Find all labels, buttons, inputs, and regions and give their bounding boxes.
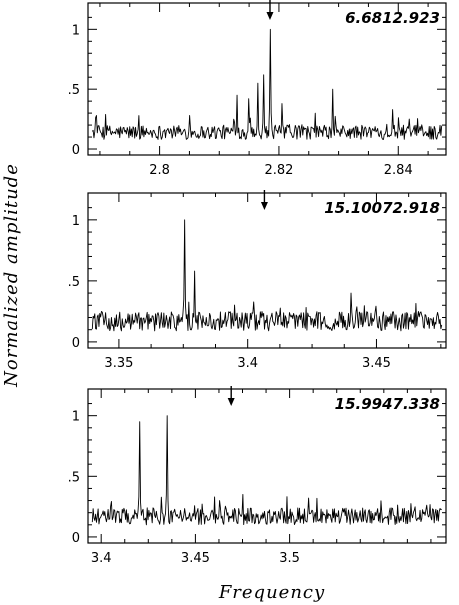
panel-1: 2.8 2.82 2.84 0 .5 1 6.6812.923: [68, 0, 447, 178]
spectrum-series: [91, 219, 443, 332]
y-tick-label: 1: [72, 214, 80, 229]
x-tick-label: 3.4: [237, 356, 258, 371]
plot-frame: [87, 388, 447, 544]
y-tick-label: .5: [68, 275, 80, 290]
y-axis-title: Normalized amplitude: [1, 163, 22, 388]
x-tick-label: 3.4: [91, 551, 112, 566]
plot-frame: [87, 192, 447, 349]
y-tick-label: .5: [68, 470, 80, 485]
y-tick-label: .5: [68, 83, 80, 98]
x-tick-label: 3.45: [181, 551, 210, 566]
y-tick-label: 0: [72, 336, 80, 351]
y-tick-label: 1: [72, 410, 80, 425]
panel-3: 3.4 3.45 3.5 0 .5 1 15.9947.338: [68, 386, 447, 566]
frequency-arrow-head: [266, 12, 274, 20]
x-tick-label: 3.5: [279, 551, 300, 566]
y-tick-label: 1: [72, 23, 80, 38]
panel-title: 6.6812.923: [345, 9, 440, 27]
frequency-arrow-head: [260, 202, 268, 210]
panel-2: 3.35 3.4 3.45 0 .5 1 15.10072.918: [68, 190, 447, 371]
panel-title: 15.9947.338: [335, 395, 440, 413]
y-tick-label: 0: [72, 531, 80, 546]
spectrum-series: [91, 28, 443, 140]
frequency-arrow-head: [227, 398, 235, 406]
x-tick-label: 3.45: [362, 356, 391, 371]
plot-frame: [87, 2, 447, 156]
x-axis-title: Frequency: [218, 582, 325, 603]
panels: 2.8 2.82 2.84 0 .5 1 6.6812.923 3.35 3.4 3.45 0 .5 1…: [68, 0, 447, 566]
x-tick-label: 2.8: [149, 163, 170, 178]
panel-title: 15.10072.918: [324, 199, 440, 217]
y-tick-label: 0: [72, 143, 80, 158]
x-tick-label: 3.35: [104, 356, 133, 371]
spectrum-series: [91, 415, 442, 526]
x-tick-label: 2.82: [264, 163, 293, 178]
x-tick-label: 2.84: [384, 163, 413, 178]
